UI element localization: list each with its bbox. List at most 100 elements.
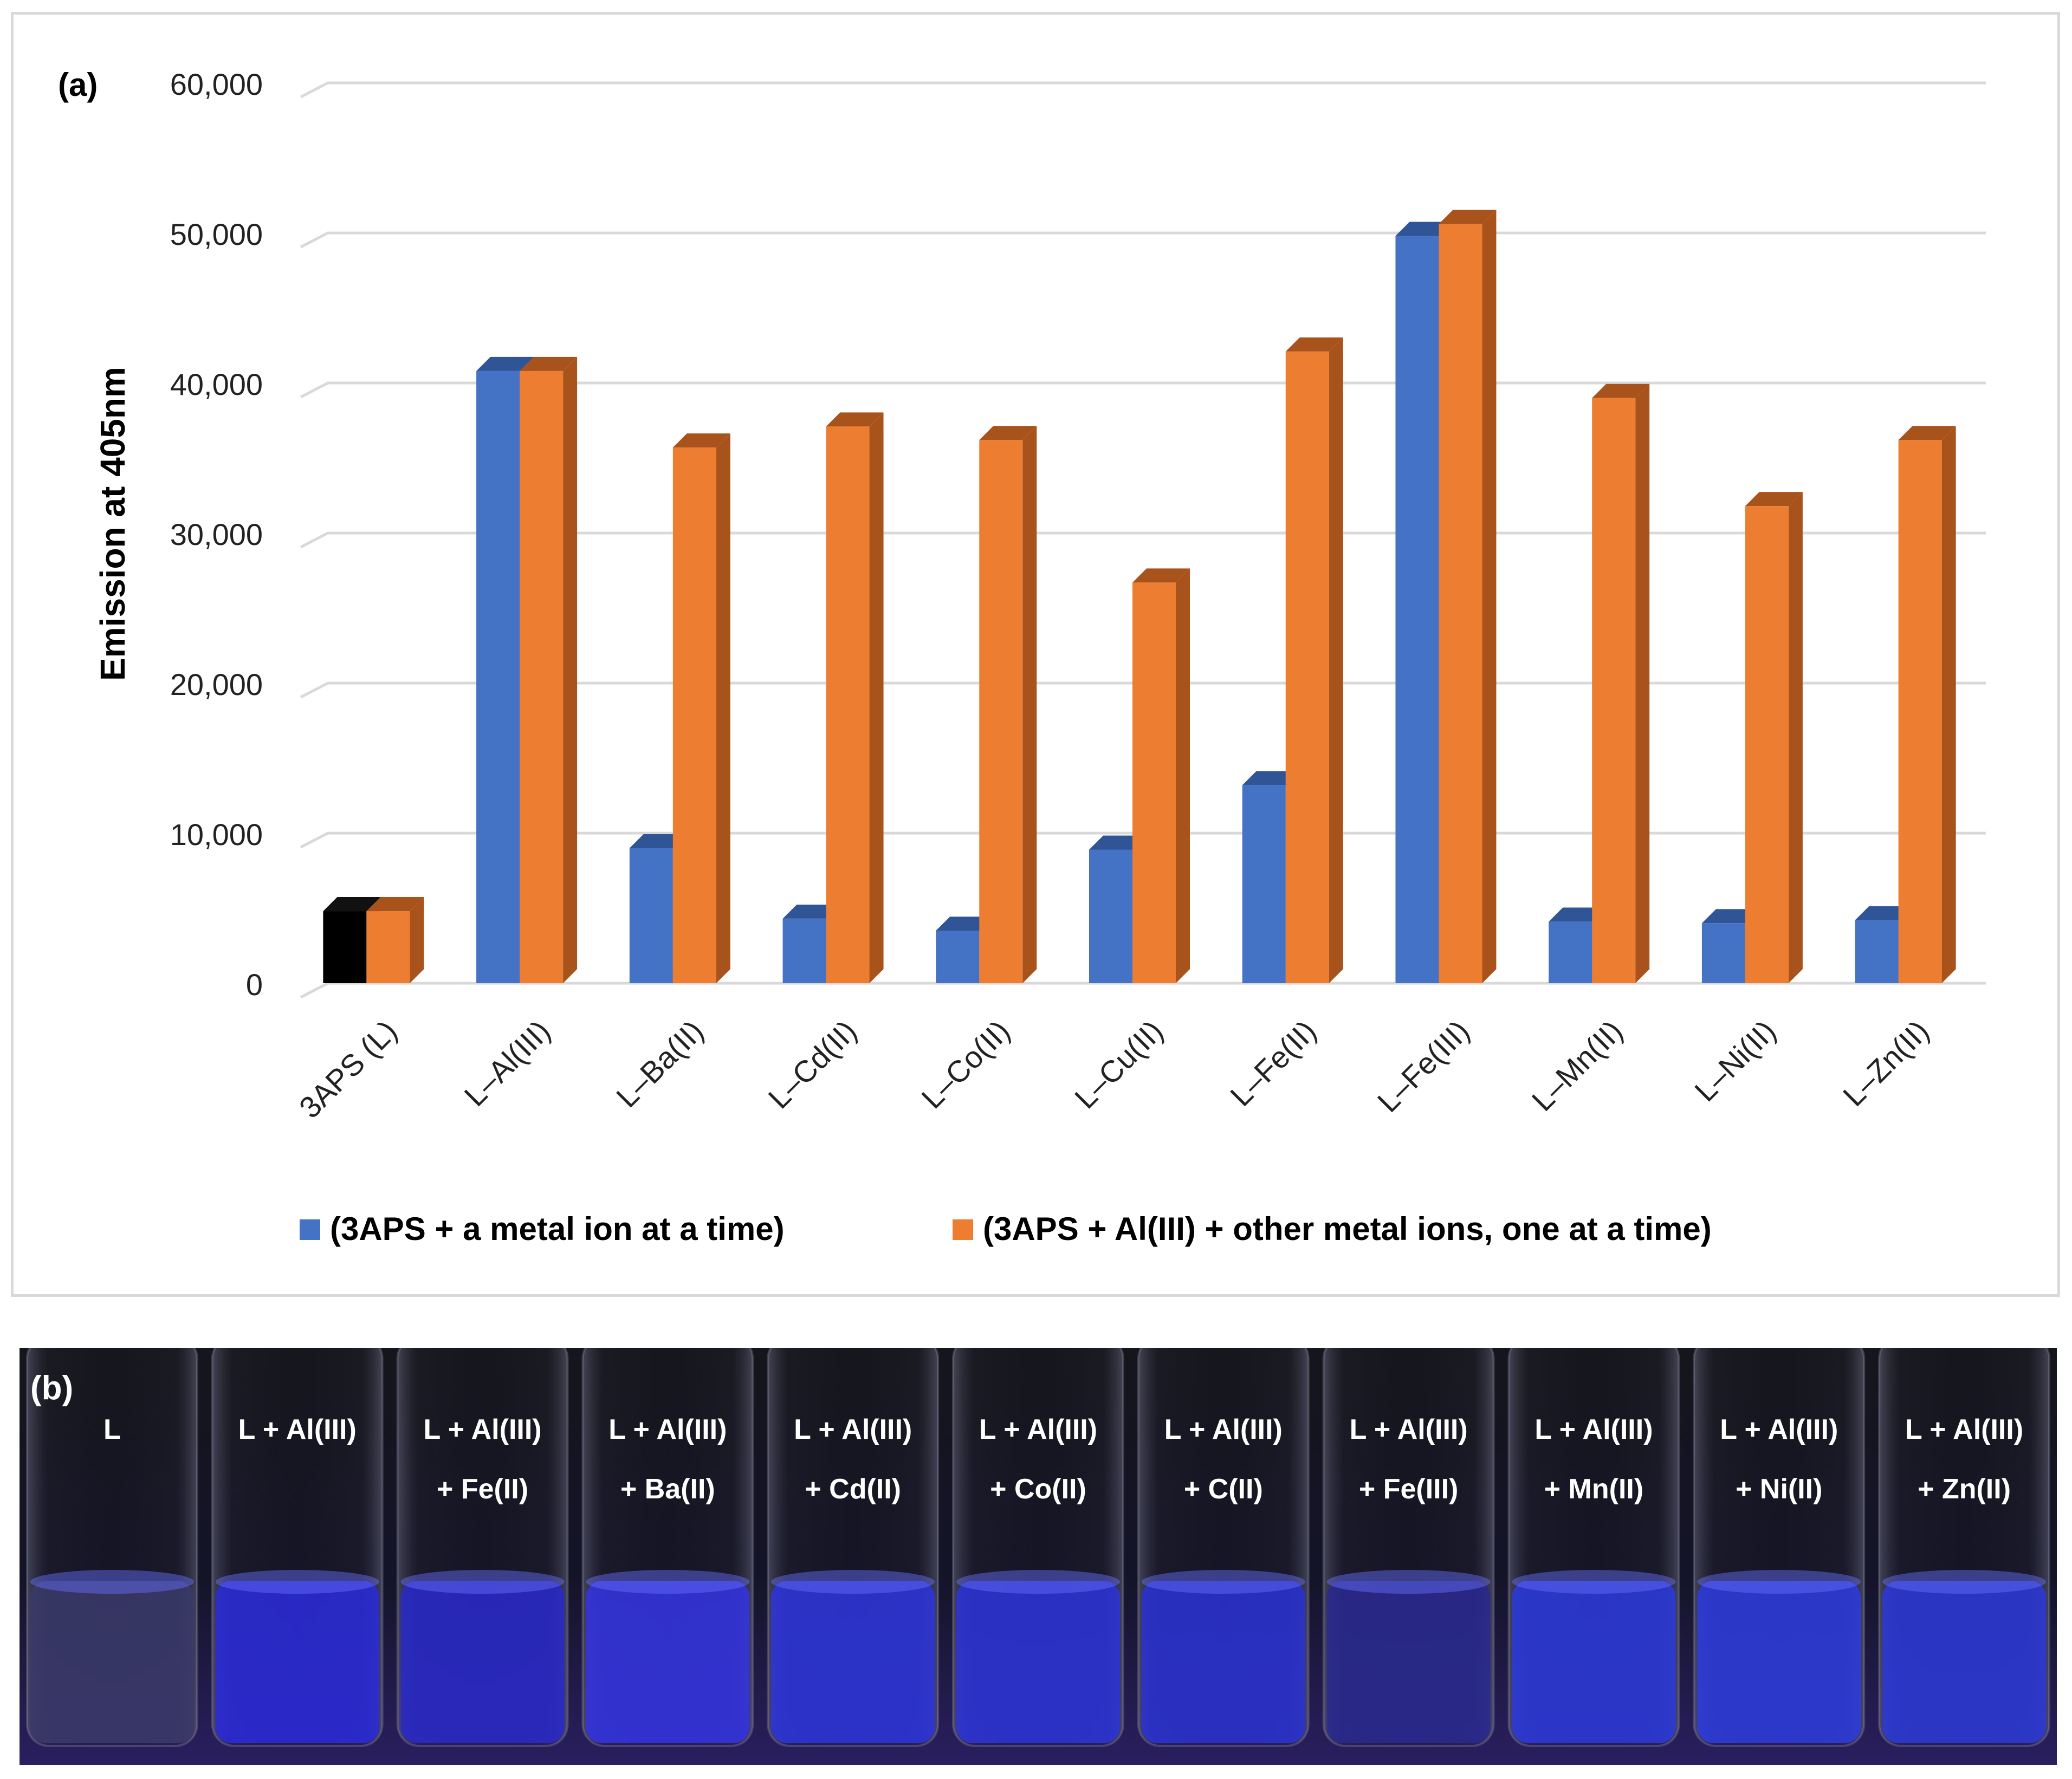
chart-panel: (a) 0 10,000 20,000 30,000 40,000 50,000 60,00… (11, 12, 2060, 1297)
bar-front (979, 440, 1023, 983)
bar-side (1482, 210, 1497, 983)
bar-chart: (a) 0 10,000 20,000 30,000 40,000 50,000 60,00… (58, 67, 1986, 1247)
bar-orange (1592, 384, 1650, 984)
panel-label-b: (b) (30, 1369, 73, 1407)
bar-orange (672, 433, 730, 983)
category-label: 3APS (L) (293, 1014, 404, 1125)
vial-liquid (586, 1581, 750, 1743)
vial-liquid (400, 1581, 565, 1743)
bar-top (1745, 492, 1803, 507)
bar-orange (826, 412, 884, 983)
bar-front (1439, 224, 1482, 983)
legend-label-orange: (3APS + Al(III) + other metal ions, one … (983, 1211, 1712, 1247)
vial-label-line1: L + Al(III) (608, 1414, 727, 1445)
category-label: L–Ni(II) (1688, 1014, 1782, 1108)
bar-top (366, 897, 424, 912)
vial: L + Al(III) + Fe(III) (1322, 1348, 1495, 1747)
panel-label-a: (a) (58, 67, 98, 103)
vial-label-line2: + Ni(II) (1736, 1473, 1822, 1505)
bar-front (1089, 849, 1132, 983)
vial-meniscus (215, 1570, 379, 1594)
vial-label-line1: L + Al(III) (1720, 1414, 1838, 1445)
vial-liquid (1882, 1581, 2046, 1743)
vial-meniscus (1512, 1570, 1676, 1594)
bar-top (1439, 210, 1497, 224)
bar-side (1788, 492, 1803, 983)
vial-liquid (215, 1581, 379, 1743)
bar-orange (1898, 426, 1956, 983)
bar-top (826, 412, 884, 427)
bar-top (782, 904, 840, 919)
vial: L + Al(III) + Cd(II) (767, 1348, 940, 1747)
bar-side (410, 897, 424, 983)
gridlines (300, 81, 1986, 999)
category-label: L–Cd(II) (761, 1014, 863, 1115)
bar-orange (1285, 337, 1343, 983)
bar-front (1132, 582, 1176, 983)
bar-top (936, 917, 994, 931)
y-tick-label: 0 (246, 968, 263, 1002)
legend-label-blue: (3APS + a metal ion at a time) (330, 1211, 785, 1247)
bar-front (476, 371, 520, 983)
category-label: L–Fe(III) (1371, 1014, 1476, 1119)
bar-orange (1745, 492, 1803, 983)
vial: L + Al(III) + Ba(II) (581, 1348, 754, 1747)
bar-front (323, 911, 367, 983)
vial-label-line1: L + Al(III) (1534, 1414, 1653, 1445)
vial-liquid (1326, 1581, 1491, 1743)
bar-front (1285, 351, 1329, 983)
vial-label-line1: L + Al(III) (979, 1414, 1097, 1445)
bars (323, 210, 1956, 984)
vial-label-line1: L + Al(III) (1164, 1414, 1283, 1445)
bar-top (1898, 426, 1956, 440)
gridline (300, 982, 1986, 999)
bar-side (1022, 426, 1037, 983)
bar-front (520, 371, 564, 983)
bar-side (1941, 426, 1956, 983)
legend-swatch-orange (953, 1219, 973, 1240)
bar-top (672, 433, 730, 448)
bar-front (1898, 440, 1942, 983)
bar-top (1395, 222, 1453, 236)
bar-top (1549, 907, 1607, 922)
y-tick-label: 30,000 (170, 517, 263, 551)
category-label: L–Co(II) (915, 1014, 1016, 1115)
y-tick-label: 10,000 (170, 817, 263, 852)
bar-side (869, 412, 884, 983)
bar-top (629, 834, 687, 848)
vial-liquid (1512, 1581, 1676, 1743)
bar-front (1592, 398, 1636, 984)
y-tick-label: 60,000 (170, 67, 263, 101)
bar-front (1395, 236, 1439, 983)
y-tick-label: 50,000 (170, 217, 263, 251)
bar-top (1592, 384, 1650, 398)
x-axis-categories: 3APS (L) L–Al(III) L–Ba(II) L–Cd(II) L–Co(II… (293, 1014, 1935, 1125)
category-label: L–Al(III) (457, 1014, 556, 1113)
bar-orange (366, 897, 424, 983)
category-label: L–Cu(II) (1068, 1014, 1170, 1115)
bar-top (979, 426, 1037, 440)
vial-liquid (30, 1581, 194, 1743)
category-label: L–Ba(II) (610, 1014, 710, 1114)
y-tick-label: 40,000 (170, 367, 263, 401)
gridline (300, 231, 1986, 249)
vial-label-line1: L + Al(III) (794, 1414, 912, 1445)
bar-orange (1439, 210, 1497, 983)
vial-meniscus (400, 1570, 565, 1594)
vial-meniscus (1326, 1570, 1491, 1594)
vial: L + Al(III) + C(II) (1137, 1348, 1310, 1747)
vial-label-line2: + Co(II) (990, 1473, 1086, 1505)
vial-meniscus (771, 1570, 935, 1594)
vial: L + Al(III) (211, 1348, 384, 1747)
vial-label-line1: L (103, 1414, 121, 1445)
bar-orange (1132, 568, 1190, 983)
bar-top (1242, 771, 1300, 785)
bar-top (1132, 568, 1190, 583)
bar-front (826, 426, 870, 983)
vial-label-line2: + Mn(II) (1544, 1473, 1643, 1505)
vial: L + Al(III) + Mn(II) (1507, 1348, 1680, 1747)
y-axis-label: Emission at 405nm (93, 367, 132, 681)
vial: L + Al(III) + Fe(II) (396, 1348, 569, 1747)
